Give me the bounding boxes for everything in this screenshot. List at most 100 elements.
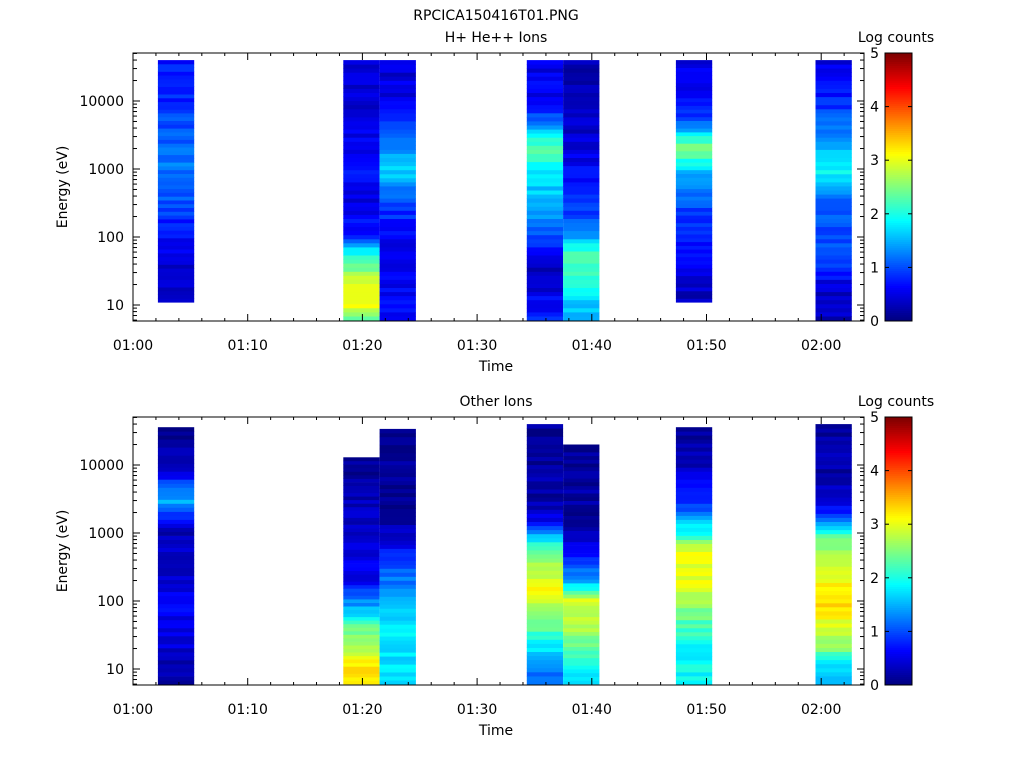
spectrogram-cell	[815, 627, 852, 632]
colorbar-segment	[885, 444, 912, 447]
colorbar-segment	[885, 199, 912, 203]
spectrogram-cell	[157, 219, 195, 224]
spectrogram-cell	[343, 100, 380, 106]
spectrogram-cell	[675, 519, 713, 524]
colorbar-segment	[885, 421, 912, 424]
colorbar-segment	[885, 513, 912, 516]
spectrogram-cell	[526, 464, 564, 470]
spectrogram-cell	[675, 203, 713, 208]
colorbar-segment	[885, 295, 912, 299]
spectrogram-cell	[379, 640, 416, 645]
spectrogram-cell	[563, 316, 600, 321]
spectrogram-cell	[157, 427, 195, 432]
spectrogram-cell	[157, 479, 195, 484]
spectrogram-cell	[379, 608, 416, 613]
spectrogram-cell	[815, 485, 852, 490]
colorbar-segment	[885, 272, 912, 276]
spectrogram-cell	[675, 169, 713, 174]
spectrogram-cell	[563, 455, 600, 460]
spectrogram-cell	[563, 177, 600, 183]
y-axis-ticks: 10 100 1000 10000	[79, 52, 864, 321]
spectrogram-cell	[563, 121, 600, 126]
spectrogram-cell	[343, 279, 380, 284]
spectrogram-cell	[157, 627, 195, 633]
spectrogram-cell	[157, 143, 195, 148]
colorbar-segment	[885, 561, 912, 565]
spectrogram-cell	[157, 82, 195, 87]
spectrogram-cell	[675, 571, 713, 577]
colorbar-segment	[885, 310, 912, 314]
x-axis-label: Time	[478, 723, 513, 739]
spectrogram-cell	[157, 595, 195, 601]
spectrogram-cell	[157, 207, 195, 212]
colorbar-segment	[885, 113, 912, 117]
spectrogram-cell	[563, 657, 600, 662]
spectrogram-cell	[815, 598, 852, 604]
spectrogram-cell	[343, 141, 380, 146]
colorbar-segment	[885, 281, 912, 284]
spectrogram-cell	[815, 602, 852, 608]
colorbar: 0 1 2 3 4 5	[870, 46, 913, 330]
spectrogram-cell	[343, 137, 380, 142]
spectrogram-cell	[563, 594, 600, 599]
spectrogram-cell	[675, 668, 713, 673]
spectrogram-cell	[563, 133, 600, 138]
spectrogram-cell	[526, 177, 564, 183]
spectrogram-cell	[563, 586, 600, 591]
colorbar-segment	[885, 166, 912, 169]
spectrogram-cell	[526, 316, 564, 321]
spectrogram-cell	[157, 169, 195, 174]
colorbar-segment	[885, 563, 912, 567]
spectrogram-cell	[343, 181, 380, 187]
spectrogram-cell	[563, 295, 600, 301]
spectrogram-cell	[157, 177, 195, 182]
spectrogram-cell	[157, 184, 195, 190]
colorbar-segment	[885, 494, 912, 498]
spectrogram-cell	[157, 491, 195, 496]
spectrogram-cell	[379, 169, 416, 175]
spectrogram-cell	[675, 181, 713, 186]
colorbar-segment	[885, 515, 912, 518]
spectrogram-cell	[157, 234, 195, 239]
spectrogram-cell	[526, 505, 564, 510]
spectrogram-cell	[343, 202, 380, 207]
spectrogram-cell	[815, 537, 852, 543]
spectrogram-cell	[379, 100, 416, 106]
panel-title: H+ He++ Ions	[445, 30, 548, 46]
colorbar-segment	[885, 182, 912, 186]
spectrogram-cell	[815, 145, 852, 150]
colorbar-segment	[885, 653, 912, 657]
spectrogram-cell	[675, 451, 713, 456]
spectrogram-cell	[563, 661, 600, 666]
spectrogram-cell	[526, 72, 564, 77]
spectrogram-cell	[343, 92, 380, 98]
spectrogram-cell	[157, 672, 195, 677]
colorbar-segment	[885, 446, 912, 449]
colorbar-segment	[885, 224, 912, 228]
spectrogram-cell	[675, 82, 713, 87]
spectrogram-cell	[563, 149, 600, 154]
spectrogram-cell	[815, 586, 852, 592]
spectrogram-cell	[675, 90, 713, 95]
spectrogram-cell	[343, 194, 380, 199]
colorbar-segment	[885, 676, 912, 680]
spectrogram-cell	[379, 177, 416, 183]
spectrogram-cell	[675, 555, 713, 560]
spectrogram-cell	[563, 287, 600, 293]
spectrogram-cell	[675, 503, 713, 508]
spectrogram-cell	[379, 428, 416, 434]
colorbar-segment	[885, 553, 912, 556]
spectrogram-cell	[563, 646, 600, 651]
spectrogram-cell	[343, 648, 380, 653]
spectrogram-cell	[526, 104, 564, 110]
spectrogram-cell	[675, 154, 713, 159]
colorbar-segment	[885, 569, 912, 573]
spectrogram-cell	[157, 271, 195, 277]
spectrogram-cell	[157, 615, 195, 621]
spectrogram-cell	[157, 475, 195, 480]
spectrogram-cell	[675, 439, 713, 444]
spectrogram-cell	[675, 575, 713, 581]
colorbar-segment	[885, 538, 912, 542]
time-block	[563, 444, 600, 685]
colorbar-segment	[885, 128, 912, 131]
